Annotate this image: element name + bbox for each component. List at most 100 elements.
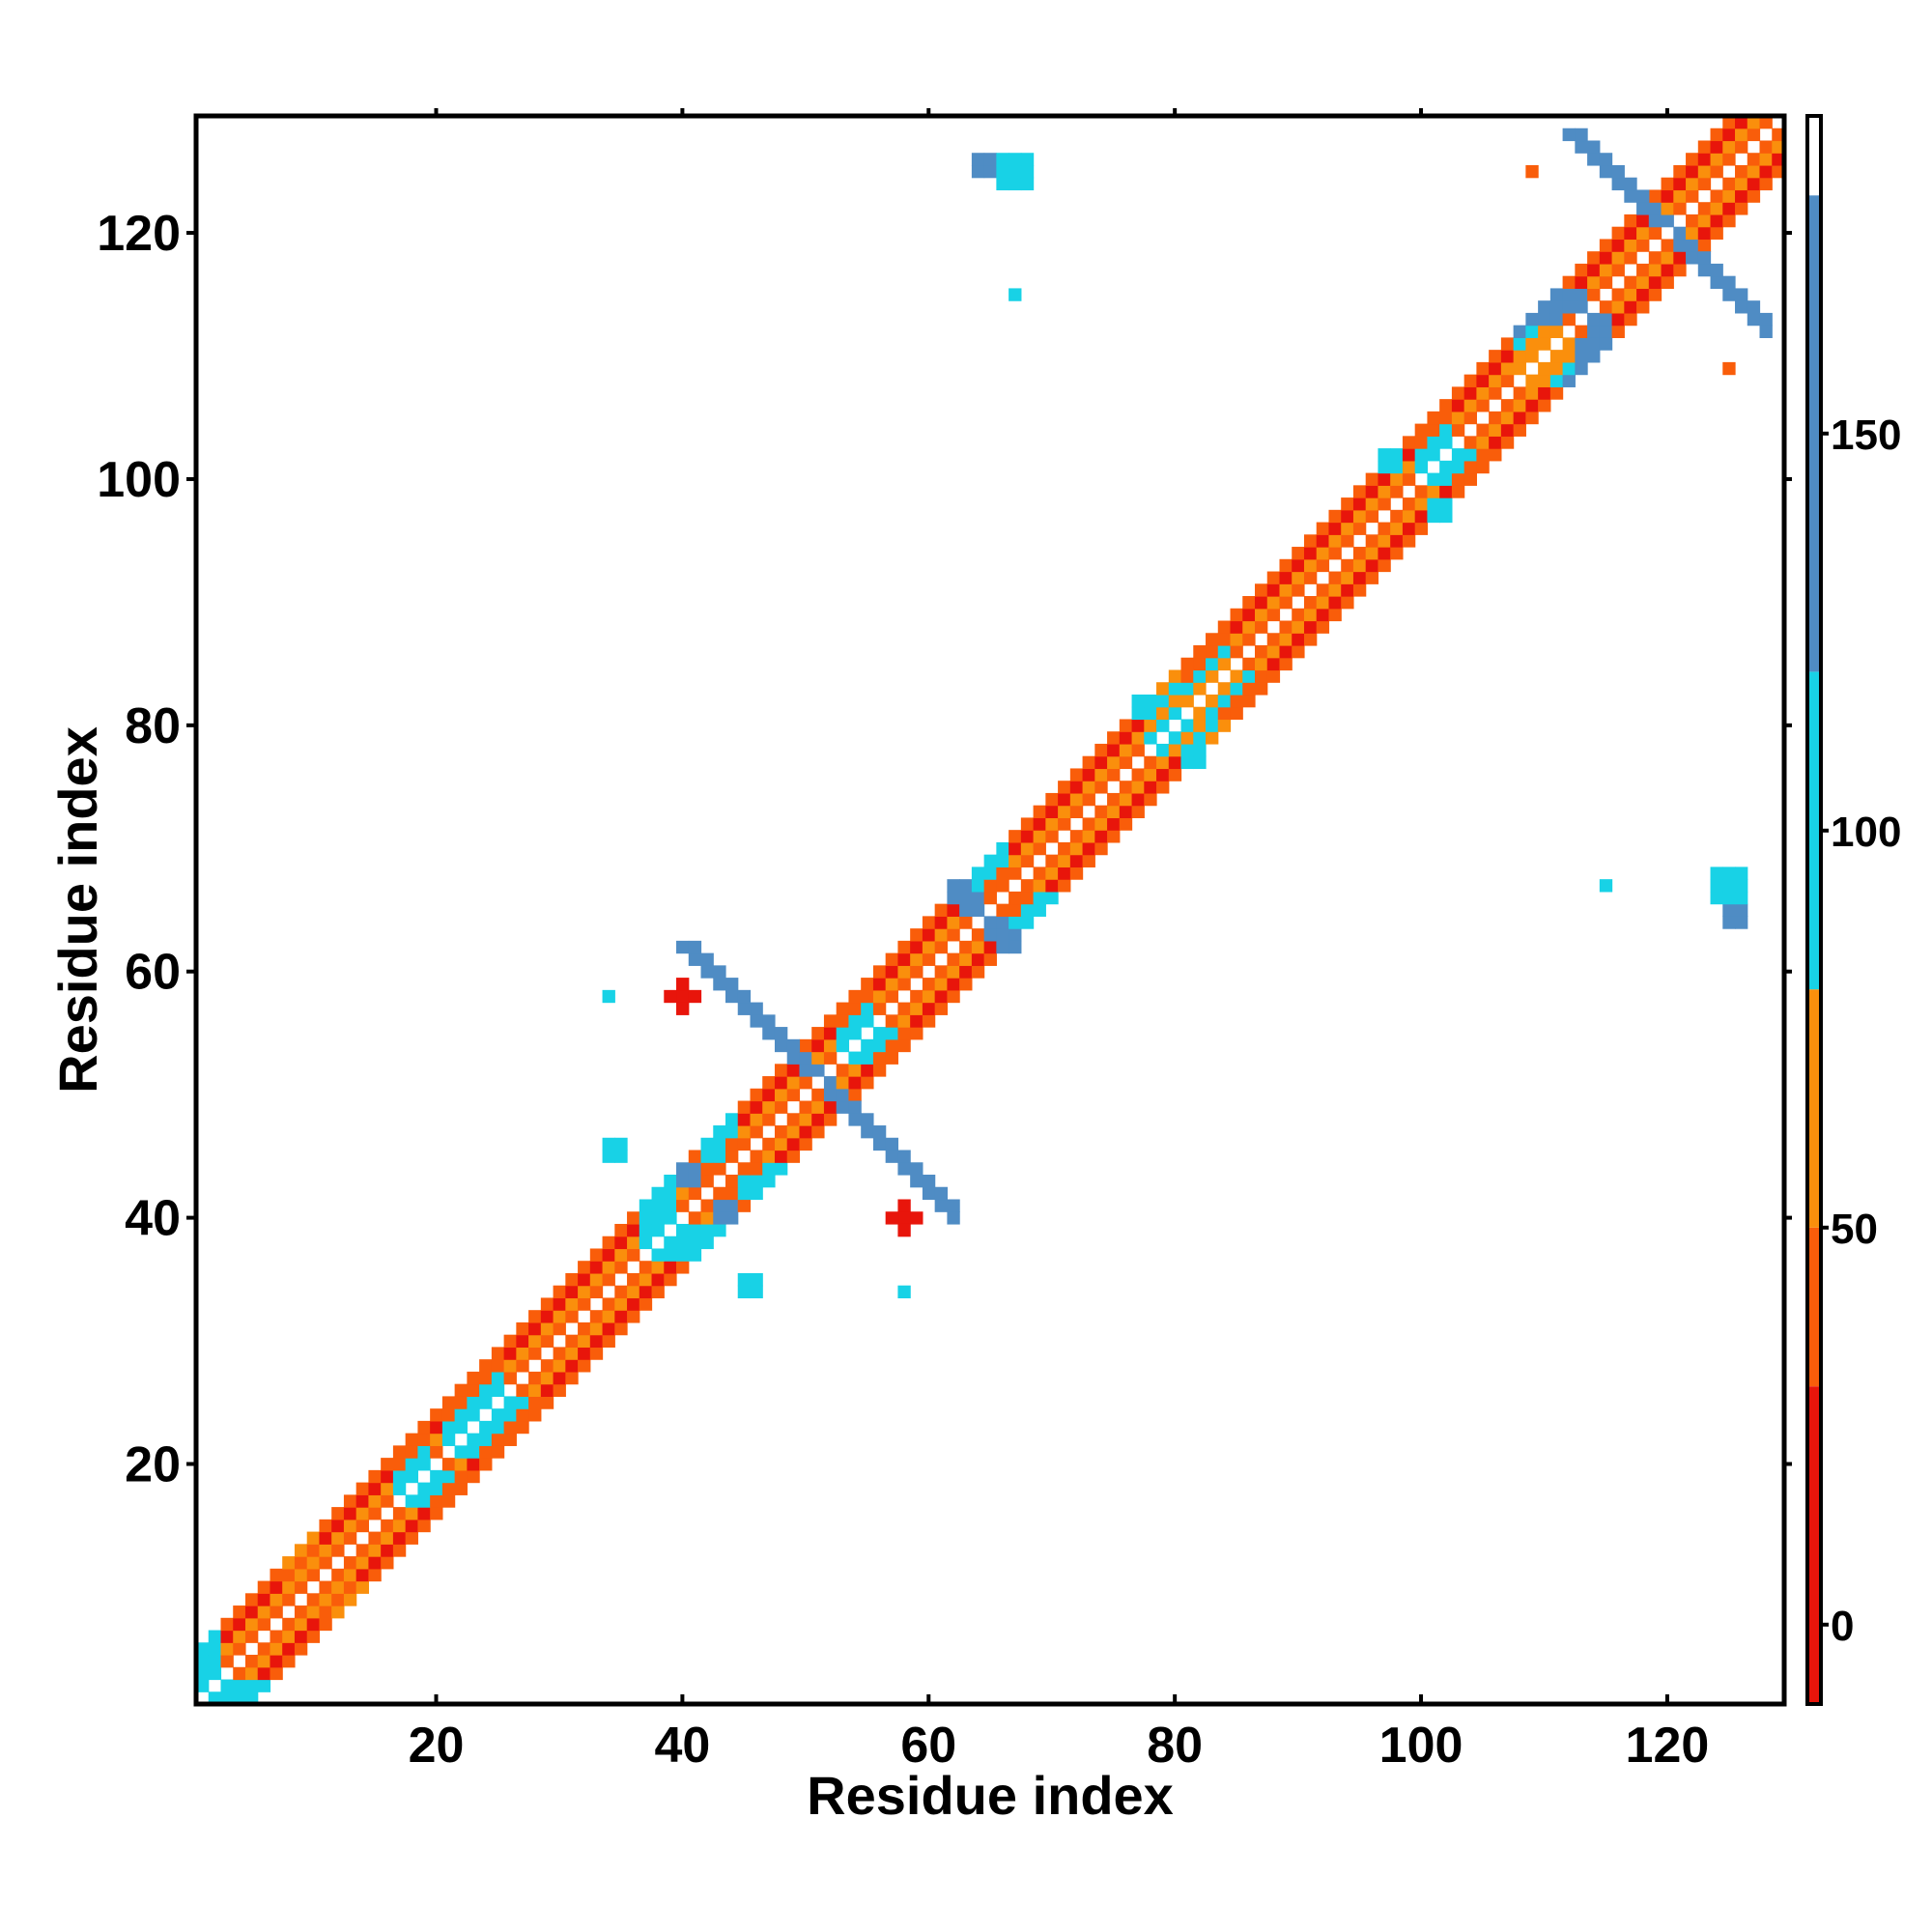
heatmap-cell — [639, 1285, 653, 1299]
heatmap-cell — [1107, 755, 1121, 770]
heatmap-cell — [270, 1605, 283, 1619]
heatmap-cell — [553, 1383, 566, 1397]
heatmap-cell — [861, 1002, 874, 1015]
heatmap-cell — [602, 1334, 615, 1349]
heatmap-cell — [725, 1137, 739, 1151]
heatmap-cell — [861, 1125, 874, 1139]
heatmap-cell — [233, 1666, 246, 1681]
heatmap-cell — [516, 1383, 529, 1397]
heatmap-cell — [614, 1261, 628, 1274]
heatmap-cell — [392, 1544, 407, 1557]
heatmap-cell — [1587, 263, 1601, 277]
heatmap-cell — [897, 978, 911, 991]
heatmap-cell — [306, 1556, 321, 1570]
heatmap-cell — [1722, 140, 1736, 154]
heatmap-cell — [1587, 337, 1601, 351]
heatmap-cell — [1266, 657, 1281, 671]
heatmap-cell — [343, 1580, 357, 1594]
heatmap-cell — [762, 1027, 776, 1040]
heatmap-cell — [392, 1458, 407, 1471]
heatmap-cell — [713, 1186, 726, 1201]
heatmap-cell — [270, 1630, 283, 1643]
y-tick-label: 120 — [97, 206, 181, 262]
heatmap-cell — [1352, 485, 1367, 498]
heatmap-cell — [713, 1162, 726, 1176]
heatmap-cell — [861, 1051, 874, 1065]
heatmap-cell — [639, 1223, 653, 1237]
heatmap-cell — [381, 1519, 394, 1533]
heatmap-cell — [614, 1285, 628, 1299]
heatmap-cell — [1661, 251, 1674, 265]
heatmap-cell — [467, 1469, 480, 1484]
x-tick-label: 100 — [1379, 1718, 1463, 1774]
heatmap-cell — [1156, 743, 1170, 757]
heatmap-cell — [244, 1691, 259, 1705]
heatmap-cell — [1390, 485, 1404, 498]
heatmap-cell — [1697, 239, 1712, 252]
heatmap-cell — [1378, 558, 1391, 573]
heatmap-cell — [1759, 177, 1773, 191]
heatmap-cell — [244, 1655, 259, 1668]
heatmap-cell — [1697, 177, 1712, 191]
heatmap-cell — [861, 1038, 874, 1053]
heatmap-cell — [1230, 633, 1243, 646]
heatmap-cell — [479, 1420, 493, 1435]
heatmap-cell — [528, 1408, 542, 1422]
heatmap-cell — [467, 1445, 480, 1459]
heatmap-cell — [1697, 202, 1712, 215]
heatmap-cell — [331, 1531, 345, 1545]
y-tick-label: 60 — [125, 945, 181, 1001]
heatmap-cell — [1266, 669, 1281, 683]
heatmap-cell — [454, 1408, 468, 1422]
heatmap-cell — [774, 1150, 788, 1163]
heatmap-cell — [1168, 706, 1182, 721]
heatmap-cell — [1599, 251, 1613, 265]
heatmap-cell — [589, 1321, 604, 1336]
heatmap-cell — [614, 1321, 628, 1336]
plot-frame — [193, 113, 1787, 1707]
heatmap-cell — [294, 1617, 308, 1632]
heatmap-cell — [996, 867, 1009, 880]
heatmap-cell — [1094, 743, 1108, 757]
heatmap-cell — [1255, 608, 1268, 622]
heatmap-cell — [1168, 755, 1182, 770]
heatmap-cell — [1624, 239, 1637, 252]
heatmap-cell — [1279, 571, 1293, 584]
heatmap-cell — [1279, 620, 1293, 634]
heatmap-cell — [1611, 226, 1625, 241]
heatmap-cell — [1735, 891, 1748, 905]
heatmap-cell — [1365, 485, 1379, 498]
heatmap-cell — [479, 1433, 493, 1446]
heatmap-cell — [1020, 164, 1035, 179]
heatmap-cell — [381, 1469, 394, 1484]
heatmap-cell — [1489, 361, 1502, 376]
heatmap-cell — [971, 891, 985, 905]
heatmap-cell — [491, 1359, 505, 1373]
heatmap-cell — [1710, 202, 1723, 215]
heatmap-cell — [196, 1655, 210, 1668]
heatmap-cell — [343, 1556, 357, 1570]
heatmap-cell — [848, 1051, 862, 1065]
heatmap-cell — [1636, 226, 1650, 241]
heatmap-cell — [1352, 509, 1367, 524]
heatmap-cell — [1217, 645, 1232, 659]
heatmap-cell — [319, 1617, 332, 1632]
heatmap-cell — [1686, 213, 1699, 228]
heatmap-cell — [1292, 547, 1305, 560]
heatmap-cell — [1513, 386, 1526, 400]
heatmap-cell — [1710, 263, 1723, 277]
heatmap-cell — [1230, 669, 1243, 683]
heatmap-cell — [441, 1482, 456, 1495]
heatmap-cell — [1131, 719, 1145, 732]
heatmap-cell — [1255, 596, 1268, 610]
heatmap-cell — [1587, 288, 1601, 301]
heatmap-cell — [1402, 460, 1416, 474]
heatmap-cell — [1168, 731, 1182, 745]
heatmap-cell — [1538, 300, 1551, 314]
heatmap-cell — [1611, 239, 1625, 252]
heatmap-cell — [676, 989, 690, 1004]
heatmap-cell — [1402, 448, 1416, 462]
heatmap-cell — [627, 1285, 640, 1299]
x-axis-title: Residue index — [807, 1765, 1174, 1826]
heatmap-cell — [602, 1137, 615, 1151]
